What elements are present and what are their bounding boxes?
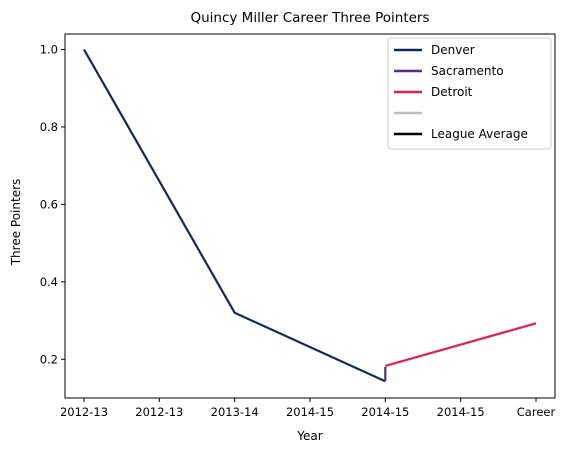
- x-tick-label: 2014-15: [437, 405, 485, 419]
- chart-title: Quincy Miller Career Three Pointers: [190, 10, 429, 26]
- legend: Denver Sacramento Detroit League Average: [387, 37, 552, 150]
- x-tick-label: 2012-13: [135, 405, 183, 419]
- legend-label: Sacramento: [431, 64, 504, 78]
- y-tick-label: 0.4: [40, 275, 58, 289]
- y-tick-label: 0.2: [40, 352, 58, 366]
- x-tick-label: 2012-13: [60, 405, 108, 419]
- plot-area: 0.2 0.4 0.6 0.8 1.0 2012-13 2012-13 2013-14 2014…: [40, 33, 556, 419]
- legend-label: Detroit: [431, 85, 473, 99]
- legend-label: League Average: [431, 127, 528, 141]
- legend-label: Denver: [431, 43, 475, 57]
- legend-box: [387, 37, 552, 150]
- x-tick-label: 2013-14: [211, 405, 259, 419]
- x-axis-label: Year: [296, 429, 322, 443]
- x-tick-label: 2014-15: [361, 405, 409, 419]
- y-tick-label: 1.0: [40, 42, 58, 56]
- y-axis-label: Three Pointers: [9, 179, 23, 267]
- x-tick-label: 2014-15: [286, 405, 334, 419]
- y-tick-label: 0.6: [40, 197, 58, 211]
- x-tick-label: Career: [517, 405, 556, 419]
- series-line: [385, 322, 537, 367]
- y-tick-label: 0.8: [40, 120, 58, 134]
- series-line: [83, 48, 386, 383]
